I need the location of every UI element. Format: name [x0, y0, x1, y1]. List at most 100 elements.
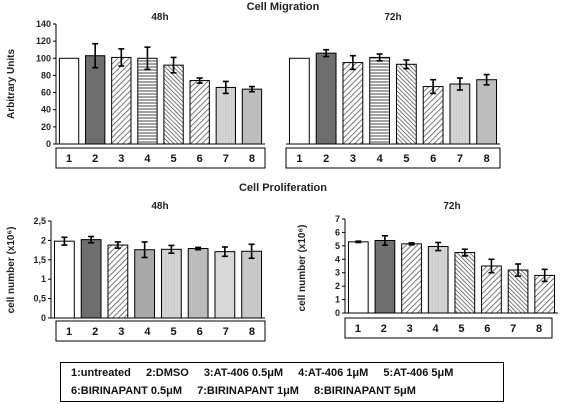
legend-row-2: 6:BIRINAPANT 0.5μM 7:BIRINAPANT 1μM 8:BI… [71, 385, 428, 397]
y-tick-label: 80 [41, 70, 51, 80]
bar [80, 239, 102, 319]
y-tick-label: 5 [335, 241, 340, 251]
category-label: 4 [144, 153, 151, 165]
category-label: 5 [458, 323, 464, 335]
migration-title: Cell Migration [247, 1, 320, 13]
bar [107, 244, 129, 319]
bar [374, 239, 396, 314]
y-tick-label: 120 [36, 36, 51, 46]
legend-item: 1:untreated [71, 367, 131, 379]
subplot-title: 48h [151, 201, 168, 212]
category-label: 2 [92, 326, 98, 338]
migration-48h-chart: 48h Arbitrary Units 0 20 40 60 80 100 120 140 1 2 3 4… [6, 12, 266, 169]
y-tick-label: 100 [36, 53, 51, 63]
category-label: 8 [536, 323, 542, 335]
y-tick-label: 2 [335, 281, 340, 291]
category-box [55, 320, 266, 342]
legend-item: 6:BIRINAPANT 0.5μM [71, 385, 183, 397]
y-tick-label: 0,5 [33, 294, 46, 304]
legend-row-1: 1:untreated 2:DMSO 3:AT-406 0.5μM 4:AT-4… [71, 367, 465, 379]
category-label: 5 [403, 153, 409, 165]
category-label: 2 [323, 153, 329, 165]
y-tick-label: 60 [41, 88, 51, 98]
proliferation-title: Cell Proliferation [239, 182, 327, 194]
bar [111, 56, 132, 145]
subplot-title: 72h [384, 12, 401, 23]
category-label: 6 [484, 323, 490, 335]
bar [288, 57, 310, 145]
bar [241, 88, 263, 145]
bar [395, 63, 417, 145]
category-label: 1 [355, 323, 361, 335]
category-label: 3 [118, 326, 124, 338]
bar [187, 248, 209, 319]
y-tick-label: 40 [41, 105, 51, 115]
y-tick-label: 1 [41, 274, 46, 284]
category-label: 1 [66, 326, 72, 338]
bar [53, 240, 75, 319]
bar [342, 62, 364, 145]
bar [189, 80, 210, 145]
legend-item: 8:BIRINAPANT 5μM [314, 385, 416, 397]
bar [85, 55, 106, 145]
bar [137, 57, 158, 145]
y-tick-label: 6 [335, 227, 340, 237]
category-box [55, 147, 266, 169]
y-tick-label: 1,5 [33, 255, 46, 265]
bar [454, 252, 476, 314]
category-label: 7 [457, 153, 463, 165]
migration-72h-chart: 72h 1 2 3 4 5 6 7 8 [285, 12, 501, 169]
y-axis-label: cell number (x10⁶) [6, 227, 17, 314]
category-label: 8 [484, 153, 490, 165]
category-label: 6 [197, 153, 203, 165]
bar [427, 246, 449, 314]
y-tick-label: 0 [46, 139, 51, 149]
proliferation-72h-chart: 72h cell number (x10⁶) 0 1 2 3 4 5 6 7 1 2 3 4 5 6 7 8 [297, 201, 558, 339]
category-label: 7 [223, 326, 229, 338]
category-label: 4 [433, 323, 440, 335]
y-tick-label: 3 [335, 268, 340, 278]
category-label: 7 [510, 323, 516, 335]
bar [215, 86, 236, 145]
y-axis-label: Arbitrary Units [6, 49, 17, 119]
category-label: 4 [144, 326, 151, 338]
category-label: 6 [430, 153, 436, 165]
y-tick-label: 0 [41, 313, 46, 323]
category-label: 3 [407, 323, 413, 335]
y-tick-label: 2 [41, 235, 46, 245]
legend-item: 4:AT-406 1μM [298, 367, 369, 379]
legend-item: 3:AT-406 0.5μM [203, 367, 284, 379]
proliferation-48h-chart: 48h cell number (x10⁶) 0 0,5 1 1,5 2 2,5 1 2 3 4 5 6 7… [6, 201, 266, 342]
bar [315, 52, 337, 145]
y-tick-label: 20 [41, 122, 51, 132]
category-label: 3 [118, 153, 124, 165]
y-tick-label: 2,5 [33, 216, 46, 226]
category-label: 7 [223, 153, 229, 165]
category-box [285, 147, 501, 169]
bar [58, 57, 80, 145]
bar [401, 243, 422, 314]
bar [476, 79, 498, 145]
bar [163, 64, 184, 145]
y-tick-label: 1 [335, 295, 340, 305]
category-label: 2 [92, 153, 98, 165]
category-label: 3 [350, 153, 356, 165]
category-label: 5 [171, 326, 177, 338]
category-label: 6 [197, 326, 203, 338]
category-label: 8 [249, 326, 255, 338]
bar [347, 241, 369, 314]
category-label: 8 [249, 153, 255, 165]
y-tick-label: 140 [36, 19, 51, 29]
bar [214, 251, 236, 319]
category-label: 2 [381, 323, 387, 335]
category-box [344, 317, 553, 339]
y-tick-label: 0 [335, 308, 340, 318]
bar [241, 250, 263, 319]
legend: 1:untreated 2:DMSO 3:AT-406 0.5μM 4:AT-4… [60, 362, 504, 402]
bar [422, 86, 444, 145]
bar [369, 56, 391, 145]
subplot-title: 72h [443, 201, 460, 212]
bar [449, 83, 471, 145]
legend-item: 7:BIRINAPANT 1μM [197, 385, 299, 397]
